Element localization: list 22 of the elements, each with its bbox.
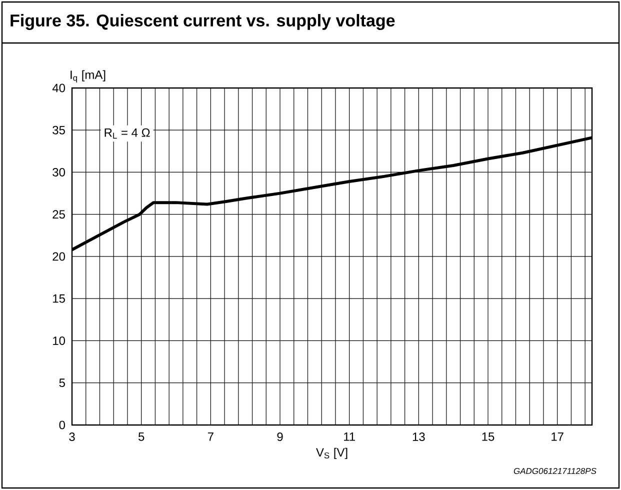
x-tick-label: 17 (552, 432, 564, 441)
chart-title: Figure 35. Quiescent current vs. supply voltage (10, 14, 395, 30)
x-tick-label: 3 (69, 432, 75, 442)
y-tick-label: 15 (53, 294, 65, 303)
annotation: R$_{L}$ = 4 Ω (104, 128, 150, 139)
x-tick-label: 7 (208, 432, 214, 441)
x-tick-label: 15 (482, 432, 494, 441)
x-tick-label: 9 (277, 432, 283, 442)
x-tick-label: 5 (138, 432, 144, 441)
y-tick-label: 10 (53, 336, 66, 345)
y-tick-label: 25 (52, 210, 65, 219)
y-tick-label: 35 (52, 126, 65, 134)
y-tick-label: 20 (52, 252, 66, 261)
y-tick-label: 0 (59, 420, 66, 430)
text: GADG0612171128PS (514, 468, 596, 474)
x-axis-title: V$_{S}$ [V] (316, 448, 348, 460)
y-tick-label: 40 (52, 84, 66, 92)
y-tick-label: 30 (52, 168, 66, 176)
x-tick-label: 13 (412, 432, 425, 442)
x-tick-label: 11 (344, 432, 355, 441)
y-axis-title: I$_{q}$ [mA] (70, 70, 106, 82)
y-tick-label: 5 (59, 378, 65, 388)
